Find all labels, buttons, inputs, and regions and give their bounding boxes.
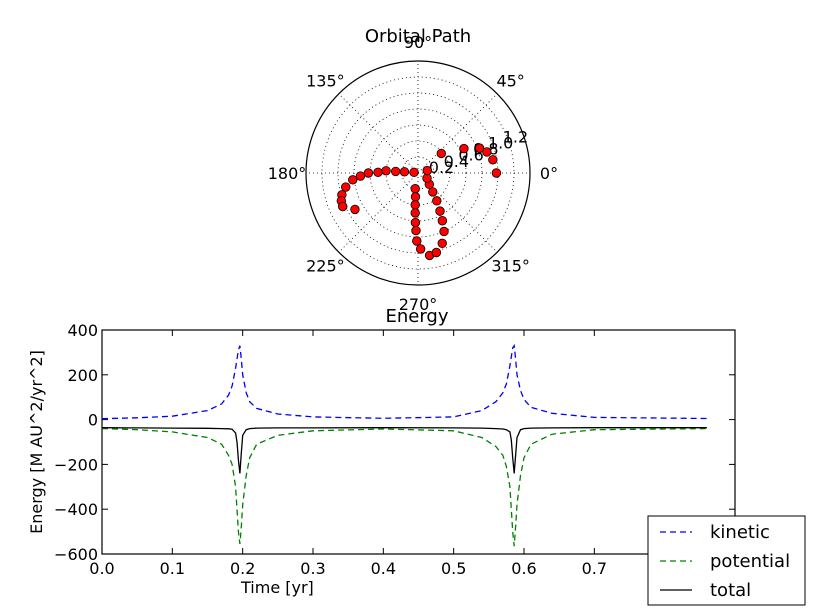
energy-title: Energy bbox=[385, 306, 448, 327]
orbit-point bbox=[436, 148, 446, 159]
orbit-points bbox=[336, 143, 502, 261]
y-tick-label: −400 bbox=[54, 500, 98, 519]
x-tick-label: 0.2 bbox=[230, 559, 255, 578]
polar-frame bbox=[305, 60, 531, 286]
orbit-point bbox=[338, 201, 348, 212]
x-tick-label: 0.5 bbox=[441, 559, 466, 578]
orbit-point bbox=[390, 166, 401, 177]
orbit-point bbox=[399, 167, 410, 177]
polar-angle-labels: 0° 45° 90° 135° 180° 225° 270° 315° bbox=[268, 33, 558, 314]
x-tick-labels: 0.0 0.1 0.2 0.3 0.4 0.5 0.6 0.7 bbox=[89, 559, 607, 578]
series-line-potential bbox=[101, 427, 707, 547]
radial-label-0.4: 0.4 bbox=[444, 152, 469, 171]
radial-label-1.2: 1.2 bbox=[503, 127, 528, 146]
orbit-point bbox=[350, 204, 360, 215]
orbit-point bbox=[410, 208, 420, 218]
orbit-point bbox=[491, 168, 502, 178]
orbit-point bbox=[488, 155, 498, 165]
orbit-point bbox=[381, 166, 391, 176]
orbit-point bbox=[410, 217, 421, 228]
x-tick-label: 0.1 bbox=[160, 559, 185, 578]
legend-label-kinetic: kinetic bbox=[710, 522, 770, 543]
energy-ticks bbox=[101, 329, 735, 555]
orbit-point bbox=[410, 192, 421, 202]
y-tick-label: −200 bbox=[54, 455, 98, 474]
x-tick-label: 0.4 bbox=[371, 559, 396, 578]
orbit-point bbox=[373, 167, 383, 178]
angle-label-90: 90° bbox=[404, 33, 432, 52]
y-tick-label: 200 bbox=[67, 366, 98, 385]
orbit-point bbox=[415, 244, 426, 254]
angle-label-135: 135° bbox=[306, 71, 345, 90]
y-axis-label: Energy [M AU^2/yr^2] bbox=[27, 350, 46, 534]
series-line-total bbox=[101, 427, 707, 474]
orbit-point bbox=[410, 200, 420, 210]
legend: kinetic potential total bbox=[647, 515, 806, 606]
series-line-kinetic bbox=[101, 343, 707, 420]
legend-label-total: total bbox=[710, 580, 751, 601]
orbit-point bbox=[410, 184, 420, 194]
x-tick-label: 0.6 bbox=[511, 559, 536, 578]
angle-label-0: 0° bbox=[540, 164, 558, 183]
x-tick-label: 0.0 bbox=[89, 559, 114, 578]
orbit-point bbox=[422, 165, 432, 176]
y-tick-label: 0 bbox=[88, 411, 98, 430]
polar-grid-spoke bbox=[338, 93, 419, 174]
orbit-point bbox=[431, 247, 442, 258]
angle-label-270: 270° bbox=[399, 295, 438, 314]
polar-radial-labels: 0.2 0.4 0.6 0.8 1.0 1.2 bbox=[429, 127, 528, 177]
x-tick-label: 0.7 bbox=[582, 559, 607, 578]
x-tick-label: 0.3 bbox=[300, 559, 325, 578]
y-tick-label: 400 bbox=[67, 321, 98, 340]
energy-axes-frame bbox=[101, 329, 736, 555]
orbit-point bbox=[341, 182, 351, 192]
orbit-point bbox=[432, 196, 442, 206]
orbit-point bbox=[363, 168, 374, 178]
x-axis-label: Time [yr] bbox=[240, 578, 314, 597]
orbit-point bbox=[435, 206, 445, 216]
polar-chart: Orbital Path 0° 45° 90° 135° 180° 225° 2… bbox=[268, 26, 558, 314]
orbit-point bbox=[437, 238, 447, 249]
orbit-point bbox=[439, 226, 449, 237]
orbit-point bbox=[412, 236, 422, 246]
orbit-point bbox=[482, 147, 492, 157]
y-tick-labels: 400 200 0 −200 −400 −600 bbox=[54, 321, 98, 564]
polar-grid-spoke bbox=[338, 172, 419, 253]
radial-label-1.0: 1.0 bbox=[488, 133, 513, 152]
radial-label-0.2: 0.2 bbox=[429, 158, 454, 177]
orbit-point bbox=[459, 143, 469, 154]
orbit-point bbox=[474, 143, 485, 153]
energy-chart: Energy 0.0 0.1 0.2 0.3 0.4 0.5 0.6 0.7 4… bbox=[27, 306, 806, 606]
orbit-point bbox=[355, 171, 366, 181]
orbit-point bbox=[409, 167, 419, 178]
orbit-point bbox=[348, 175, 358, 185]
orbit-point bbox=[437, 216, 448, 226]
orbit-point bbox=[428, 187, 438, 197]
legend-label-potential: potential bbox=[710, 551, 790, 572]
y-tick-label: −600 bbox=[54, 545, 98, 564]
angle-label-225: 225° bbox=[306, 257, 345, 276]
angle-label-180: 180° bbox=[268, 164, 307, 183]
polar-title: Orbital Path bbox=[365, 26, 471, 47]
orbit-point bbox=[411, 225, 421, 236]
angle-label-45: 45° bbox=[496, 71, 524, 90]
angle-label-315: 315° bbox=[491, 257, 530, 276]
